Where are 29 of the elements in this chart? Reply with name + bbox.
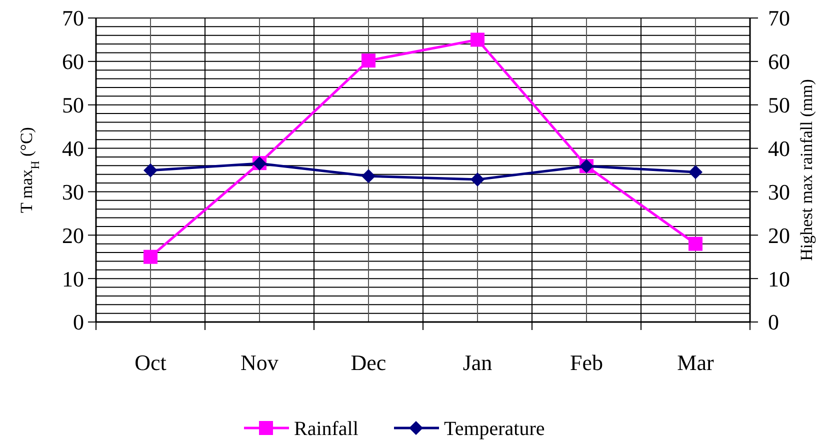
y-tick-label: 10 [62,266,84,292]
point [362,54,376,68]
legend-label: Temperature [444,418,545,440]
y2-tick-label: 60 [768,49,790,74]
y2-tick-label: 30 [768,179,790,204]
y-tick-label: 50 [62,92,84,118]
y-tick-label: 0 [73,310,84,335]
x-tick-label: Oct [134,350,166,375]
y2-axis-title: Highest max rainfall (mm) [797,79,816,261]
x-tick-label: Feb [570,350,603,375]
y-tick-label: 30 [62,179,84,204]
y2-tick-label: 70 [768,6,790,31]
x-tick-label: Jan [462,350,492,375]
point [688,236,702,251]
legend-label: Rainfall [294,418,359,440]
point [144,250,158,264]
y2-tick-label: 10 [768,266,790,292]
x-tick-label: Nov [240,350,278,375]
y-tick-label: 40 [62,136,84,161]
point [470,32,484,47]
y2-tick-label: 50 [768,92,790,118]
y-tick-label: 20 [62,222,84,248]
x-tick-label: Mar [677,350,714,375]
y-tick-label: 70 [62,6,84,31]
y2-tick-label: 20 [768,222,790,248]
y2-tick-label: 40 [768,136,790,161]
y-tick-label: 60 [62,49,84,74]
x-tick-label: Dec [350,350,386,375]
y2-tick-label: 0 [768,310,779,335]
